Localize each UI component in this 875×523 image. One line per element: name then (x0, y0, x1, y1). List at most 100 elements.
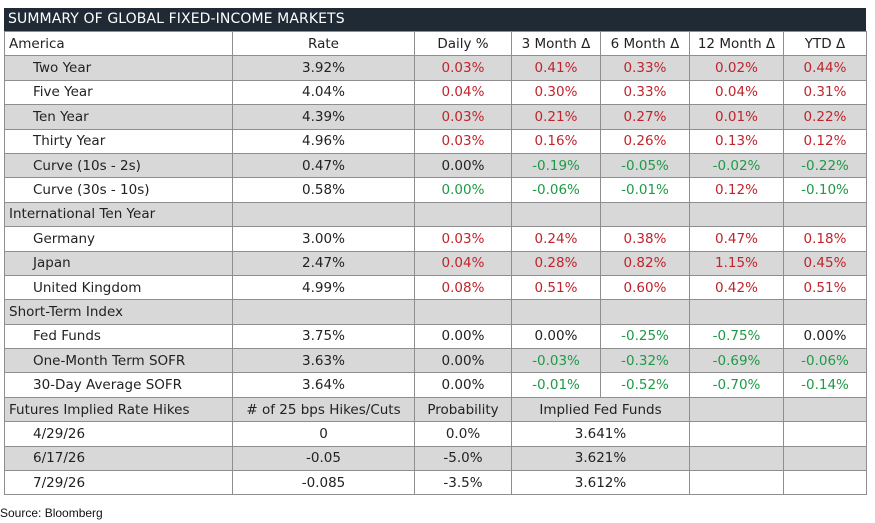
cell-twelve-month: 0.04% (689, 79, 784, 106)
cell-three-month: 0.28% (511, 250, 601, 276)
cell-three-month: 0.21% (511, 104, 601, 130)
cell-six-month: 0.26% (600, 128, 690, 154)
cell-twelve-month: 0.42% (689, 274, 784, 301)
table-row: Two Year 3.92% 0.03% 0.41% 0.33% 0.02% 0.44% (4, 55, 867, 81)
row-label: Fed Funds (4, 323, 233, 350)
column-header-hikes: # of 25 bps Hikes/Cuts (232, 396, 415, 423)
cell-ytd: -0.10% (783, 177, 867, 203)
cell-ytd: 0.18% (783, 226, 867, 252)
column-header-probability: Probability (414, 396, 512, 423)
cell-rate: 4.39% (232, 104, 415, 130)
column-header-rate: Rate (232, 30, 415, 57)
empty-cell (689, 201, 784, 228)
cell-six-month: 0.27% (600, 104, 690, 130)
cell-three-month: -0.01% (511, 372, 601, 398)
empty-cell (783, 470, 867, 496)
cell-rate: 3.64% (232, 372, 415, 398)
empty-cell (689, 470, 784, 496)
table-row: International Ten Year (4, 201, 867, 228)
row-label: Germany (4, 226, 233, 252)
empty-cell (783, 201, 867, 228)
cell-three-month: 0.30% (511, 79, 601, 106)
table-row: Ten Year 4.39% 0.03% 0.21% 0.27% 0.01% 0.22% (4, 104, 867, 130)
cell-twelve-month: 1.15% (689, 250, 784, 276)
table-row: Futures Implied Rate Hikes # of 25 bps Hi… (4, 396, 867, 423)
cell-six-month: 0.33% (600, 79, 690, 106)
cell-implied-fed-funds: 3.621% (511, 445, 690, 472)
cell-probability: 0.0% (414, 421, 512, 447)
cell-six-month: -0.05% (600, 152, 690, 179)
table-row: Five Year 4.04% 0.04% 0.30% 0.33% 0.04% 0.31% (4, 79, 867, 106)
column-header-ytd: YTD Δ (783, 30, 867, 57)
row-label: United Kingdom (4, 274, 233, 301)
row-label: 7/29/26 (4, 470, 233, 496)
table-row: 4/29/26 0 0.0% 3.641% (4, 421, 867, 447)
column-header-daily-pct: Daily % (414, 30, 512, 57)
cell-ytd: -0.14% (783, 372, 867, 398)
empty-cell (414, 299, 512, 325)
table-row: Curve (30s - 10s) 0.58% 0.00% -0.06% -0.01% 0… (4, 177, 867, 203)
section-header-america: America (4, 30, 233, 57)
cell-six-month: -0.01% (600, 177, 690, 203)
empty-cell (783, 421, 867, 447)
empty-cell (414, 201, 512, 228)
cell-rate: 4.96% (232, 128, 415, 154)
cell-ytd: -0.06% (783, 348, 867, 374)
cell-twelve-month: 0.12% (689, 177, 784, 203)
cell-probability: -3.5% (414, 470, 512, 496)
table-row: United Kingdom 4.99% 0.08% 0.51% 0.60% 0.42% 0… (4, 274, 867, 301)
table-row: 6/17/26 -0.05 -5.0% 3.621% (4, 445, 867, 472)
cell-twelve-month: -0.70% (689, 372, 784, 398)
cell-twelve-month: 0.01% (689, 104, 784, 130)
cell-hikes: 0 (232, 421, 415, 447)
cell-rate: 0.47% (232, 152, 415, 179)
cell-rate: 3.00% (232, 226, 415, 252)
empty-cell (689, 421, 784, 447)
section-header-international: International Ten Year (4, 201, 233, 228)
row-label: Japan (4, 250, 233, 276)
empty-cell (511, 299, 601, 325)
empty-cell (689, 445, 784, 472)
cell-probability: -5.0% (414, 445, 512, 472)
cell-ytd: 0.22% (783, 104, 867, 130)
source-note: Source: Bloomberg (0, 506, 103, 520)
cell-rate: 2.47% (232, 250, 415, 276)
cell-twelve-month: -0.02% (689, 152, 784, 179)
cell-daily-pct: 0.00% (414, 323, 512, 350)
cell-six-month: -0.32% (600, 348, 690, 374)
cell-daily-pct: 0.03% (414, 128, 512, 154)
cell-twelve-month: 0.02% (689, 55, 784, 81)
cell-implied-fed-funds: 3.641% (511, 421, 690, 447)
section-header-futures: Futures Implied Rate Hikes (4, 396, 233, 423)
cell-daily-pct: 0.04% (414, 79, 512, 106)
cell-daily-pct: 0.03% (414, 104, 512, 130)
cell-rate: 3.63% (232, 348, 415, 374)
cell-hikes: -0.085 (232, 470, 415, 496)
table-row: Japan 2.47% 0.04% 0.28% 0.82% 1.15% 0.45% (4, 250, 867, 276)
cell-ytd: 0.12% (783, 128, 867, 154)
row-label: Two Year (4, 55, 233, 81)
section-header-short-term: Short-Term Index (4, 299, 233, 325)
empty-cell (511, 201, 601, 228)
table-row: One-Month Term SOFR 3.63% 0.00% -0.03% -0.32… (4, 348, 867, 374)
table-row: 7/29/26 -0.085 -3.5% 3.612% (4, 470, 867, 496)
cell-daily-pct: 0.00% (414, 372, 512, 398)
table-row: 30-Day Average SOFR 3.64% 0.00% -0.01% -0.52… (4, 372, 867, 398)
cell-twelve-month: -0.75% (689, 323, 784, 350)
table-row: Thirty Year 4.96% 0.03% 0.16% 0.26% 0.13% 0.12… (4, 128, 867, 154)
cell-three-month: 0.41% (511, 55, 601, 81)
cell-rate: 3.75% (232, 323, 415, 350)
row-label: Curve (30s - 10s) (4, 177, 233, 203)
cell-twelve-month: 0.47% (689, 226, 784, 252)
cell-twelve-month: -0.69% (689, 348, 784, 374)
row-label: One-Month Term SOFR (4, 348, 233, 374)
cell-three-month: 0.00% (511, 323, 601, 350)
fixed-income-summary: SUMMARY OF GLOBAL FIXED-INCOME MARKETS A… (4, 8, 867, 496)
cell-ytd: 0.31% (783, 79, 867, 106)
column-header-twelve-month: 12 Month Δ (689, 30, 784, 57)
cell-three-month: 0.51% (511, 274, 601, 301)
empty-cell (232, 299, 415, 325)
cell-daily-pct: 0.03% (414, 55, 512, 81)
row-label: 30-Day Average SOFR (4, 372, 233, 398)
